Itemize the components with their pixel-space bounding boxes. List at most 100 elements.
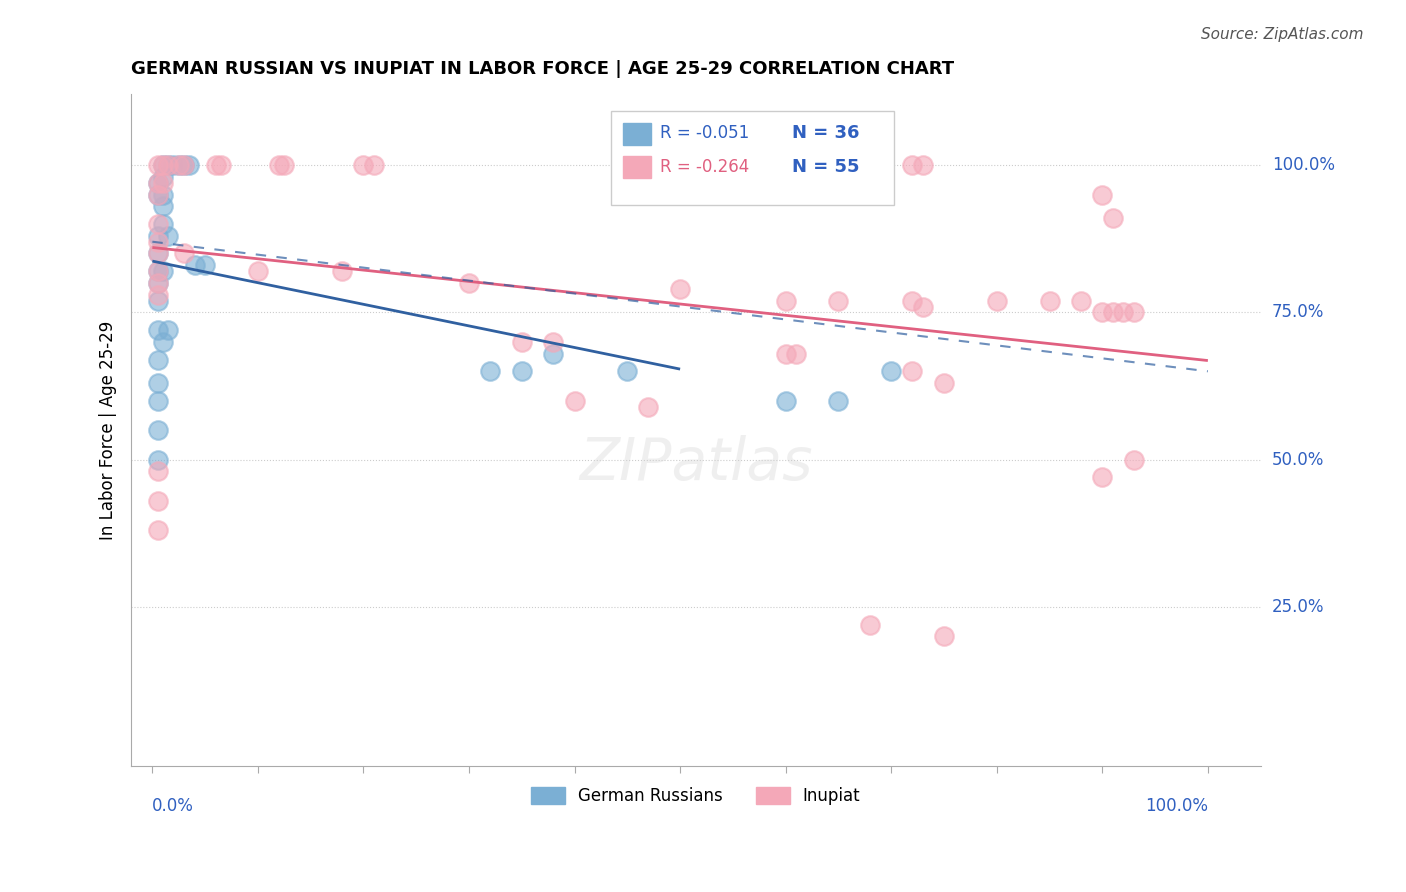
- Point: [152, 187, 174, 202]
- Point: [146, 393, 169, 408]
- Point: [543, 346, 565, 360]
- Point: [775, 293, 797, 308]
- Point: [146, 264, 169, 278]
- Point: [146, 246, 169, 260]
- Point: [901, 364, 924, 378]
- Text: 100.0%: 100.0%: [1144, 797, 1208, 814]
- Point: [152, 199, 174, 213]
- Text: Source: ZipAtlas.com: Source: ZipAtlas.com: [1201, 27, 1364, 42]
- Point: [209, 158, 232, 172]
- Point: [194, 258, 217, 272]
- Point: [1091, 470, 1114, 484]
- Text: 50.0%: 50.0%: [1272, 450, 1324, 468]
- Point: [146, 423, 169, 437]
- Legend: German Russians, Inupiat: German Russians, Inupiat: [524, 780, 868, 812]
- Text: 75.0%: 75.0%: [1272, 303, 1324, 321]
- Point: [146, 217, 169, 231]
- Point: [1091, 305, 1114, 319]
- Point: [146, 452, 169, 467]
- Point: [179, 158, 201, 172]
- Point: [510, 334, 533, 349]
- Point: [363, 158, 385, 172]
- Text: 0.0%: 0.0%: [152, 797, 194, 814]
- Point: [152, 169, 174, 184]
- Point: [330, 264, 353, 278]
- Point: [911, 300, 934, 314]
- Point: [859, 617, 882, 632]
- Point: [152, 158, 174, 172]
- Point: [146, 235, 169, 249]
- Text: 25.0%: 25.0%: [1272, 598, 1324, 616]
- Point: [146, 276, 169, 290]
- Point: [273, 158, 295, 172]
- Point: [152, 176, 174, 190]
- Text: N = 55: N = 55: [792, 158, 859, 176]
- Point: [146, 187, 169, 202]
- Point: [932, 376, 955, 390]
- Point: [1070, 293, 1092, 308]
- Point: [775, 346, 797, 360]
- Point: [146, 287, 169, 301]
- Point: [146, 494, 169, 508]
- Point: [146, 276, 169, 290]
- Point: [1102, 305, 1125, 319]
- Point: [637, 400, 659, 414]
- Point: [1038, 293, 1060, 308]
- Point: [901, 293, 924, 308]
- Point: [152, 334, 174, 349]
- Point: [146, 264, 169, 278]
- Text: ZIPatlas: ZIPatlas: [579, 435, 813, 492]
- Text: R = -0.051: R = -0.051: [659, 124, 749, 143]
- Point: [1123, 452, 1146, 467]
- Point: [827, 393, 849, 408]
- Point: [564, 393, 586, 408]
- Text: GERMAN RUSSIAN VS INUPIAT IN LABOR FORCE | AGE 25-29 CORRELATION CHART: GERMAN RUSSIAN VS INUPIAT IN LABOR FORCE…: [131, 60, 955, 78]
- Point: [146, 158, 169, 172]
- Point: [146, 246, 169, 260]
- Point: [146, 187, 169, 202]
- Point: [1102, 211, 1125, 226]
- Point: [173, 246, 195, 260]
- Point: [353, 158, 375, 172]
- Point: [152, 217, 174, 231]
- Point: [157, 323, 180, 337]
- Point: [827, 293, 849, 308]
- Point: [146, 524, 169, 538]
- Point: [146, 352, 169, 367]
- Point: [173, 158, 195, 172]
- Point: [152, 158, 174, 172]
- Point: [146, 323, 169, 337]
- Point: [146, 228, 169, 243]
- Point: [146, 465, 169, 479]
- Point: [911, 158, 934, 172]
- Text: 100.0%: 100.0%: [1272, 156, 1334, 174]
- Point: [1112, 305, 1135, 319]
- Point: [183, 258, 205, 272]
- Point: [901, 158, 924, 172]
- Point: [167, 158, 190, 172]
- Y-axis label: In Labor Force | Age 25-29: In Labor Force | Age 25-29: [100, 320, 117, 540]
- Point: [146, 376, 169, 390]
- Point: [152, 264, 174, 278]
- Point: [246, 264, 269, 278]
- Point: [173, 158, 195, 172]
- Point: [157, 228, 180, 243]
- FancyBboxPatch shape: [623, 122, 651, 145]
- Point: [157, 158, 180, 172]
- Point: [932, 629, 955, 643]
- Point: [458, 276, 481, 290]
- Point: [267, 158, 290, 172]
- Point: [1123, 305, 1146, 319]
- Point: [510, 364, 533, 378]
- FancyBboxPatch shape: [612, 112, 894, 205]
- Point: [167, 158, 190, 172]
- Point: [157, 158, 180, 172]
- Point: [880, 364, 903, 378]
- Text: N = 36: N = 36: [792, 124, 859, 143]
- Point: [543, 334, 565, 349]
- Point: [616, 364, 638, 378]
- Point: [1091, 187, 1114, 202]
- Point: [785, 346, 807, 360]
- Point: [204, 158, 226, 172]
- Point: [146, 176, 169, 190]
